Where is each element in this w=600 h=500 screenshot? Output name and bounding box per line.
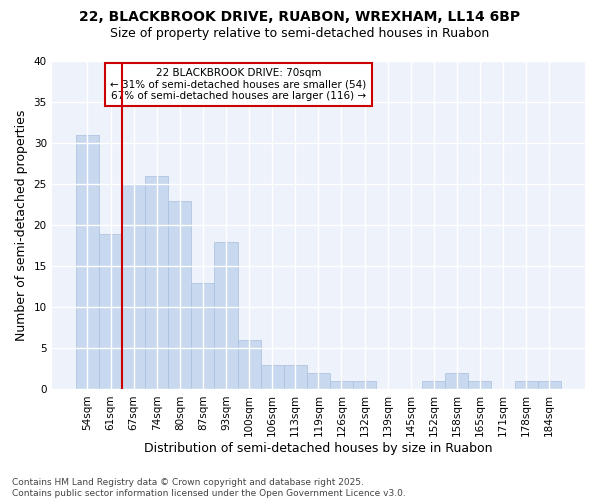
Text: Contains HM Land Registry data © Crown copyright and database right 2025.
Contai: Contains HM Land Registry data © Crown c… — [12, 478, 406, 498]
Bar — [260, 365, 284, 390]
Bar — [469, 382, 491, 390]
Bar — [76, 136, 99, 390]
Bar — [307, 373, 330, 390]
Bar — [422, 382, 445, 390]
Bar — [284, 365, 307, 390]
Y-axis label: Number of semi-detached properties: Number of semi-detached properties — [15, 110, 28, 341]
Bar — [122, 184, 145, 390]
Bar — [538, 382, 561, 390]
Bar — [191, 283, 214, 390]
Bar — [99, 234, 122, 390]
Bar — [445, 373, 469, 390]
Bar — [168, 201, 191, 390]
X-axis label: Distribution of semi-detached houses by size in Ruabon: Distribution of semi-detached houses by … — [144, 442, 493, 455]
Bar — [145, 176, 168, 390]
Bar — [330, 382, 353, 390]
Bar — [515, 382, 538, 390]
Text: 22, BLACKBROOK DRIVE, RUABON, WREXHAM, LL14 6BP: 22, BLACKBROOK DRIVE, RUABON, WREXHAM, L… — [79, 10, 521, 24]
Bar — [238, 340, 260, 390]
Bar — [214, 242, 238, 390]
Text: Size of property relative to semi-detached houses in Ruabon: Size of property relative to semi-detach… — [110, 28, 490, 40]
Bar — [353, 382, 376, 390]
Text: 22 BLACKBROOK DRIVE: 70sqm
← 31% of semi-detached houses are smaller (54)
67% of: 22 BLACKBROOK DRIVE: 70sqm ← 31% of semi… — [110, 68, 367, 102]
